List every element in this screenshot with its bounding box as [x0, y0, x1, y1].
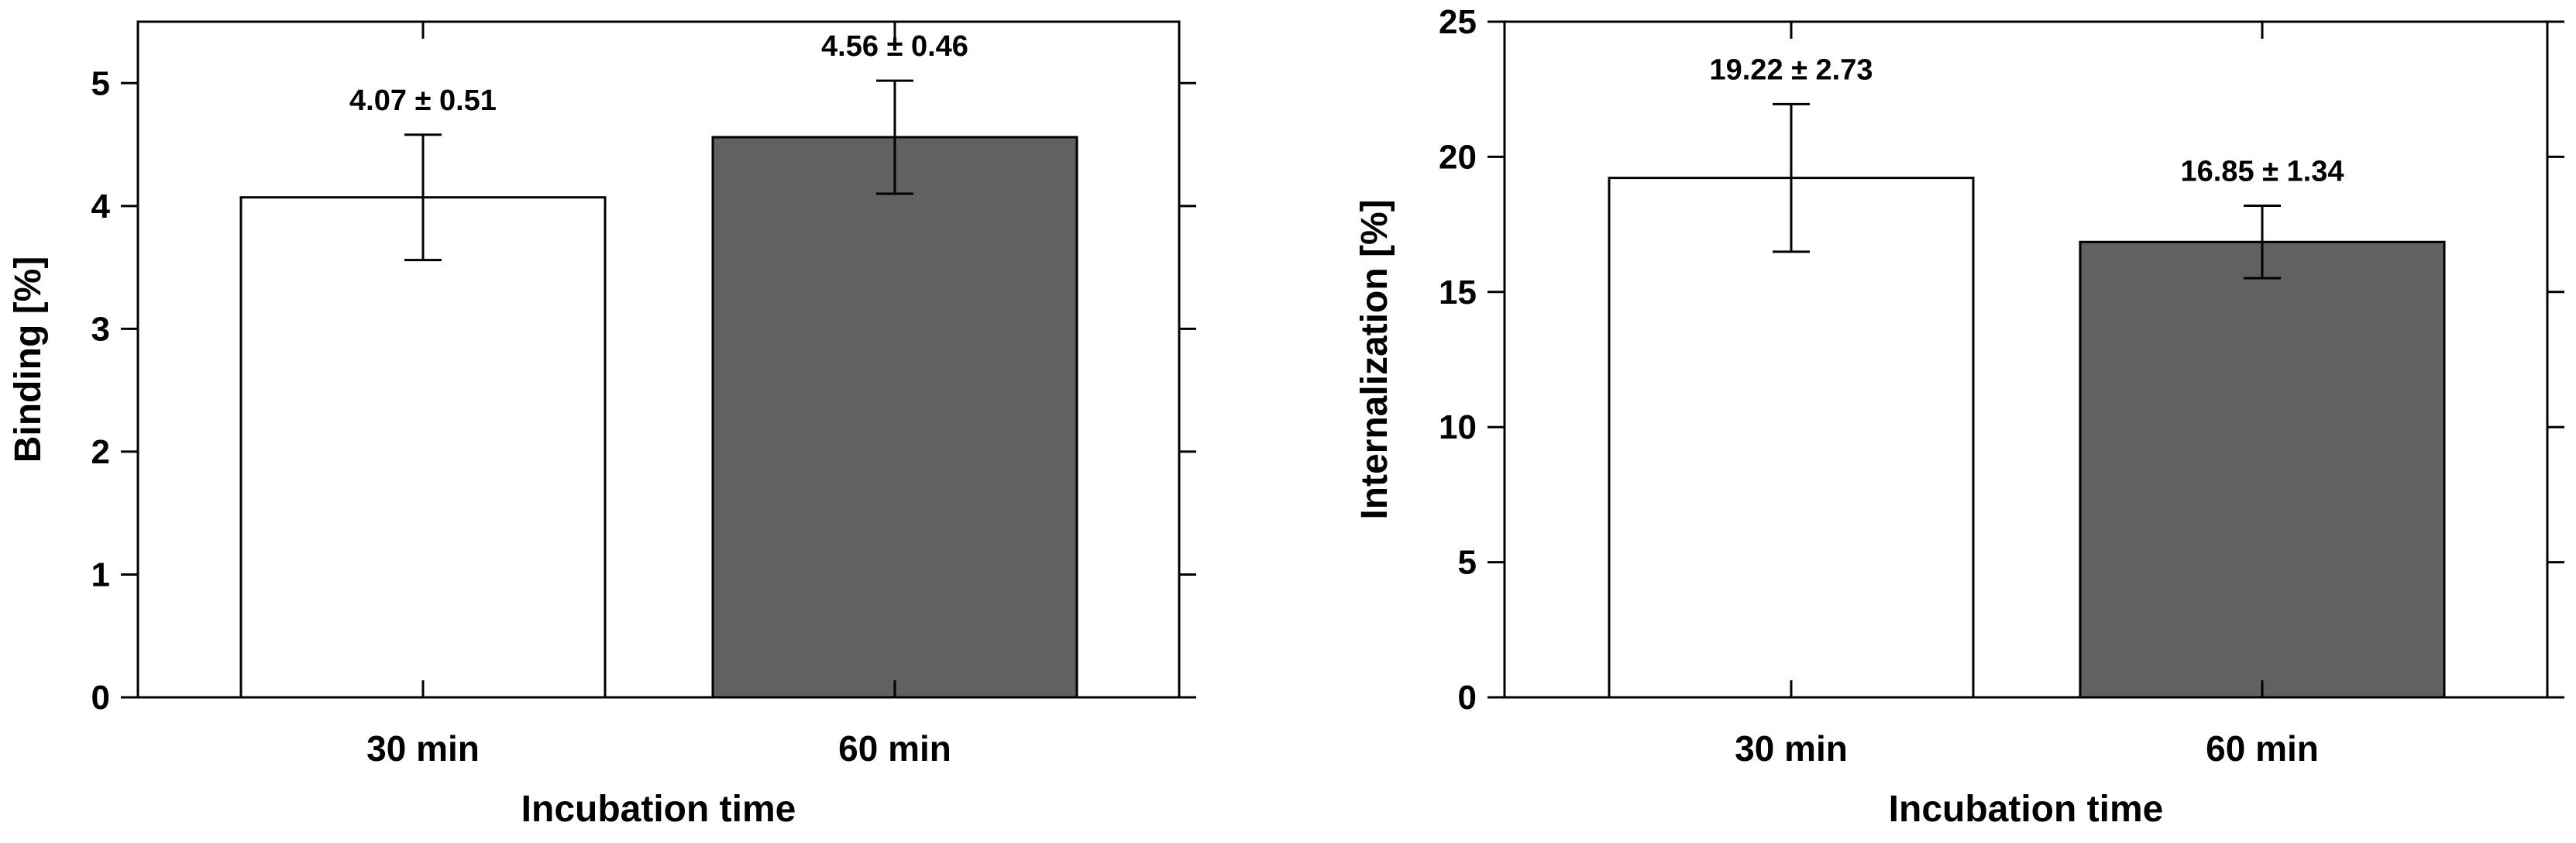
- plot-frame: [136, 20, 1181, 699]
- y-tick-label: 20: [1439, 138, 1477, 176]
- data-label: 16.85 ± 1.34: [2180, 156, 2344, 188]
- y-tick-label: 2: [91, 433, 110, 471]
- y-tick-label: 0: [1458, 679, 1477, 717]
- chart-panel-2: 19.22 ± 2.73 16.85 ± 1.34 0 5 10 15 20 25 30 min…: [1354, 3, 2564, 830]
- x-tick-label: 60 min: [2206, 728, 2319, 769]
- x-axis-title: Incubation time: [1889, 789, 2164, 830]
- data-label: 19.22 ± 2.73: [1709, 53, 1873, 86]
- data-label: 4.07 ± 0.51: [349, 84, 497, 117]
- y-axis-title: Internalization [%]: [1354, 199, 1395, 519]
- y-axis-title: Binding [%]: [8, 256, 49, 463]
- y-tick-label: 1: [91, 556, 110, 594]
- x-tick-label: 30 min: [1735, 728, 1848, 769]
- y-tick-label: 10: [1439, 408, 1477, 446]
- error-bar: [2244, 205, 2281, 280]
- x-axis-title: Incubation time: [521, 789, 796, 830]
- y-tick-label: 3: [91, 310, 110, 348]
- y-tick-label: 5: [1458, 544, 1477, 582]
- plot-frame: [1503, 20, 2549, 699]
- y-tick-label: 4: [91, 188, 111, 225]
- bar-60-min: [2079, 240, 2446, 699]
- error-bar: [404, 133, 442, 262]
- y-tick-label: 0: [91, 679, 110, 717]
- y-tick-label: 5: [91, 64, 110, 102]
- bar-30-min: [239, 196, 607, 699]
- bar-30-min: [1608, 177, 1975, 699]
- bar-60-min: [711, 136, 1078, 699]
- y-tick-label: 25: [1439, 3, 1477, 41]
- x-tick-label: 30 min: [366, 728, 480, 769]
- error-bar: [876, 79, 913, 195]
- y-tick-label: 15: [1439, 274, 1477, 311]
- x-tick-label: 60 min: [838, 728, 951, 769]
- error-bar: [1773, 102, 1810, 253]
